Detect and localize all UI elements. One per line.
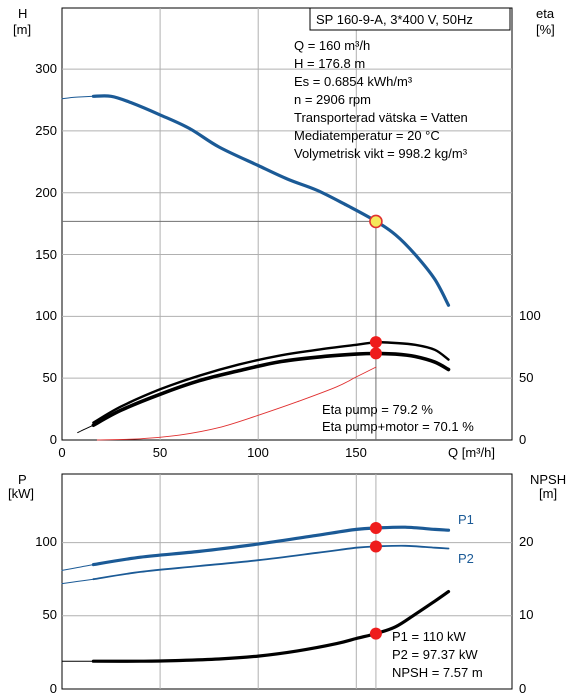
top-series <box>61 94 451 441</box>
bottom-operating-points <box>369 521 382 640</box>
top-x-tick-labels: 0 50 100 150 <box>58 445 366 460</box>
bottom-series <box>61 525 451 663</box>
top-left-tick-label: 0 <box>50 432 57 447</box>
info-block: Q = 160 m³/h H = 176.8 m Es = 0.6854 kWh… <box>294 38 468 161</box>
bottom-right-axis-unit: [m] <box>539 486 557 501</box>
info-line: Volymetrisk vikt = 998.2 kg/m³ <box>294 146 468 161</box>
bottom-left-axis-unit: [kW] <box>8 486 34 501</box>
eta-pump-point <box>369 336 382 349</box>
bottom-left-tick-labels: 0 50 100 <box>35 534 57 696</box>
bottom-right-tick-labels: 0 10 20 <box>519 534 533 696</box>
top-left-tick-label: 200 <box>35 185 57 200</box>
info-line: Q = 160 m³/h <box>294 38 370 53</box>
top-right-tick-label: 0 <box>519 432 526 447</box>
npsh-result: NPSH = 7.57 m <box>392 665 483 680</box>
x-tick-label: 150 <box>345 445 367 460</box>
series-line-p1 <box>91 525 451 567</box>
bottom-right-tick-label: 0 <box>519 681 526 696</box>
bottom-left-tick-label: 0 <box>50 681 57 696</box>
top-left-tick-label: 150 <box>35 247 57 262</box>
title-box <box>309 7 511 31</box>
p1-result: P1 = 110 kW <box>392 629 467 644</box>
top-left-axis-symbol: H <box>18 6 27 21</box>
p1-series-label: P1 <box>458 512 474 527</box>
top-left-axis-unit: [m] <box>13 22 31 37</box>
p2-series-label: P2 <box>458 551 474 566</box>
series-line-p2 <box>92 544 450 581</box>
top-plot-area <box>61 7 513 441</box>
top-operating-guides <box>62 220 377 440</box>
top-left-tick-label: 300 <box>35 61 57 76</box>
x-axis-label: Q [m³/h] <box>448 445 495 460</box>
x-tick-label: 100 <box>247 445 269 460</box>
eta-total-result: Eta pump+motor = 70.1 % <box>322 419 474 434</box>
bottom-grid <box>62 474 512 689</box>
series-line-eta-pump-motor <box>91 351 451 427</box>
power-results: P1 = 110 kW P2 = 97.37 kW NPSH = 7.57 m <box>392 629 483 680</box>
eta-total-point <box>369 347 382 360</box>
top-panel: 0 50 100 150 200 250 300 0 50 100 0 50 1… <box>13 6 555 460</box>
bottom-right-tick-label: 10 <box>519 607 533 622</box>
p1-point <box>369 521 382 534</box>
top-left-tick-label: 50 <box>43 370 57 385</box>
eta-pump-result: Eta pump = 79.2 % <box>322 402 433 417</box>
info-line: Mediatemperatur = 20 °C <box>294 128 440 143</box>
series-line-npsh <box>91 590 451 663</box>
top-left-tick-label: 250 <box>35 123 57 138</box>
series-line-p1-extension <box>61 564 94 571</box>
top-right-axis-symbol: eta <box>536 6 555 21</box>
info-line: Es = 0.6854 kWh/m³ <box>294 74 413 89</box>
info-line: Transporterad vätska = Vatten <box>294 110 468 125</box>
duty-point-marker <box>369 214 383 229</box>
bottom-left-tick-label: 100 <box>35 534 57 549</box>
top-right-tick-label: 100 <box>519 308 541 323</box>
series-line-p2-extension <box>61 578 94 585</box>
top-right-tick-labels: 0 50 100 <box>519 308 541 447</box>
top-operating-points <box>369 214 383 360</box>
p2-result: P2 = 97.37 kW <box>392 647 478 662</box>
series-line-eta-extension <box>77 424 94 434</box>
bottom-right-axis-symbol: NPSH <box>530 472 566 487</box>
series-line-h-extension <box>61 95 94 100</box>
series-line-h <box>91 94 451 307</box>
chart-title: SP 160-9-A, 3*400 V, 50Hz <box>316 12 473 27</box>
p2-point <box>369 540 382 553</box>
top-right-axis-unit: [%] <box>536 22 555 37</box>
eta-results: Eta pump = 79.2 % Eta pump+motor = 70.1 … <box>322 402 474 434</box>
bottom-left-tick-label: 50 <box>43 607 57 622</box>
top-left-tick-labels: 0 50 100 150 200 250 300 <box>35 61 57 447</box>
info-line: n = 2906 rpm <box>294 92 371 107</box>
series-line-eta-pump <box>92 341 450 424</box>
bottom-right-tick-label: 20 <box>519 534 533 549</box>
top-right-tick-label: 50 <box>519 370 533 385</box>
top-left-tick-label: 100 <box>35 308 57 323</box>
bottom-left-axis-symbol: P <box>18 472 27 487</box>
info-line: H = 176.8 m <box>294 56 365 71</box>
x-tick-label: 50 <box>153 445 167 460</box>
series-line-eta-construction <box>96 366 377 441</box>
top-grid <box>62 8 512 440</box>
x-tick-label: 0 <box>58 445 65 460</box>
bottom-panel: 0 50 100 0 10 20 P [kW] NPSH [m] P1 P2 P… <box>8 472 566 696</box>
npsh-point <box>369 627 382 640</box>
